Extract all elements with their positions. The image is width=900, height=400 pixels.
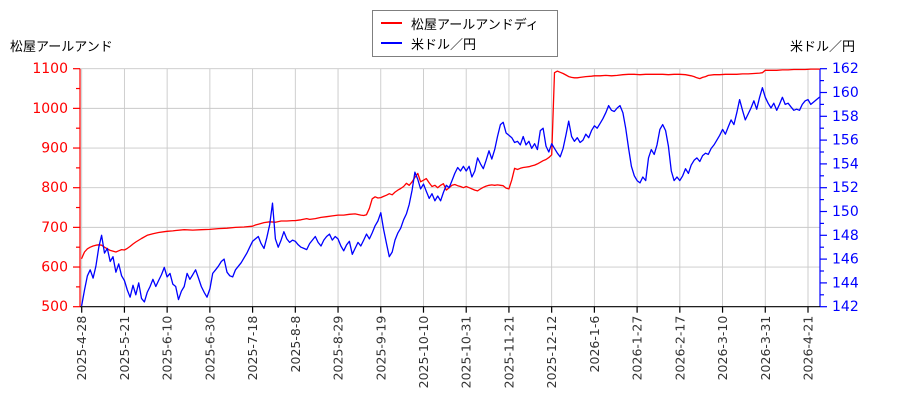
red-line-swatch — [381, 22, 402, 24]
right-axis: 142 144 146 148 150 152 154 156 158 160 162 — [819, 61, 859, 315]
svg-text:2025-9-19: 2025-9-19 — [373, 316, 388, 381]
svg-text:1100: 1100 — [32, 61, 68, 77]
svg-text:2025-12-12: 2025-12-12 — [544, 316, 559, 389]
svg-text:2026-4-21: 2026-4-21 — [801, 316, 816, 381]
svg-text:152: 152 — [832, 180, 859, 196]
legend-item-usdjpy: 米ドル／円 — [381, 34, 549, 53]
legend-label-stock: 松屋アールアンドディ — [411, 17, 539, 33]
svg-text:162: 162 — [832, 61, 859, 77]
svg-text:158: 158 — [832, 109, 859, 125]
legend-item-stock: 松屋アールアンドディ — [381, 14, 549, 33]
svg-text:154: 154 — [832, 156, 859, 172]
svg-text:146: 146 — [832, 252, 859, 268]
svg-text:2026-1-6: 2026-1-6 — [587, 316, 602, 373]
legend: 松屋アールアンドディ 米ドル／円 — [372, 10, 558, 57]
svg-text:500: 500 — [41, 299, 68, 315]
svg-text:142: 142 — [832, 299, 859, 315]
svg-text:800: 800 — [41, 180, 68, 196]
svg-text:900: 900 — [41, 141, 68, 157]
svg-text:1000: 1000 — [32, 101, 68, 117]
svg-text:160: 160 — [832, 85, 859, 101]
series-line-matsuya-rd — [81, 68, 821, 259]
svg-text:2025-8-29: 2025-8-29 — [331, 316, 346, 381]
svg-text:2025-6-30: 2025-6-30 — [202, 316, 217, 381]
svg-text:156: 156 — [832, 133, 859, 149]
left-axis-title: 松屋アールアンド — [10, 40, 113, 55]
x-axis: 2025-4-28 2025-5-21 2025-6-10 2025-6-30 2025… — [74, 306, 820, 389]
svg-text:2026-3-31: 2026-3-31 — [758, 316, 773, 381]
svg-text:2026-3-10: 2026-3-10 — [715, 316, 730, 381]
left-axis: 500 600 700 800 900 1000 1100 — [32, 61, 81, 315]
svg-text:2025-11-21: 2025-11-21 — [501, 316, 516, 389]
svg-text:2025-4-28: 2025-4-28 — [74, 316, 89, 381]
svg-text:2025-6-10: 2025-6-10 — [160, 316, 175, 381]
svg-text:2025-5-21: 2025-5-21 — [117, 316, 132, 381]
right-axis-title: 米ドル／円 — [789, 40, 855, 55]
svg-text:700: 700 — [41, 220, 68, 236]
svg-text:150: 150 — [832, 204, 859, 220]
svg-text:2025-8-8: 2025-8-8 — [288, 316, 303, 373]
legend-label-usdjpy: 米ドル／円 — [411, 37, 477, 53]
gridlines — [80, 68, 820, 307]
series-line-usdjpy — [81, 87, 821, 307]
svg-text:2025-10-10: 2025-10-10 — [416, 316, 431, 389]
svg-text:2025-10-31: 2025-10-31 — [459, 316, 474, 389]
svg-text:2026-1-27: 2026-1-27 — [630, 316, 645, 381]
svg-text:144: 144 — [832, 275, 859, 291]
svg-text:600: 600 — [41, 260, 68, 276]
svg-text:148: 148 — [832, 228, 859, 244]
svg-text:2025-7-18: 2025-7-18 — [245, 316, 260, 381]
svg-text:2026-2-17: 2026-2-17 — [672, 316, 687, 381]
blue-line-swatch — [381, 42, 402, 44]
